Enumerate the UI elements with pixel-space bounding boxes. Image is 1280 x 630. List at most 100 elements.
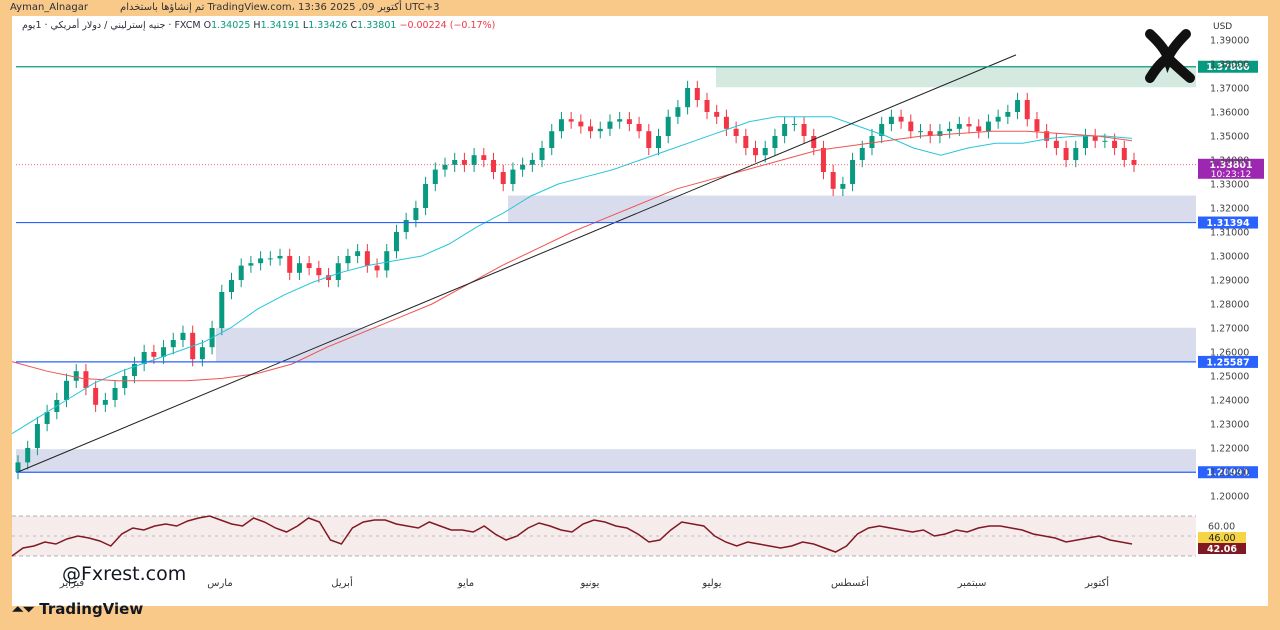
candle-body[interactable] (141, 352, 147, 364)
candle-body[interactable] (452, 160, 458, 165)
candle-body[interactable] (1044, 131, 1050, 141)
candle-body[interactable] (1092, 136, 1098, 141)
candle-body[interactable] (345, 256, 351, 264)
candle-body[interactable] (355, 251, 361, 256)
candle-body[interactable] (888, 116, 894, 124)
candle-body[interactable] (947, 128, 953, 132)
candle-body[interactable] (694, 88, 700, 100)
trendline[interactable] (17, 54, 1017, 473)
symbol-name[interactable]: جنيه إسترليني / دولار أمريكي · 1يوم · FX… (22, 20, 201, 31)
candle-body[interactable] (1063, 148, 1069, 160)
candle-body[interactable] (665, 116, 671, 136)
candle-body[interactable] (1121, 148, 1127, 160)
candle-body[interactable] (908, 121, 914, 132)
candle-body[interactable] (617, 119, 623, 122)
candle-body[interactable] (927, 131, 933, 136)
candle-body[interactable] (985, 121, 991, 132)
candle-body[interactable] (937, 131, 943, 136)
candle-body[interactable] (1034, 119, 1040, 132)
candle-body[interactable] (976, 126, 982, 132)
candle-body[interactable] (568, 119, 574, 122)
candle-body[interactable] (898, 116, 904, 122)
candle-body[interactable] (219, 292, 225, 328)
candle-body[interactable] (180, 332, 186, 340)
candle-body[interactable] (956, 124, 962, 129)
candle-body[interactable] (481, 155, 487, 160)
candle-body[interactable] (772, 136, 778, 148)
candle-body[interactable] (714, 112, 720, 117)
candle-body[interactable] (675, 107, 681, 117)
candle-body[interactable] (335, 263, 341, 280)
candle-body[interactable] (1053, 140, 1059, 148)
candle-body[interactable] (15, 462, 21, 472)
candle-body[interactable] (1073, 148, 1079, 160)
candle-body[interactable] (539, 148, 545, 160)
candle-body[interactable] (859, 148, 865, 160)
candle-body[interactable] (306, 263, 312, 268)
candle-body[interactable] (655, 136, 661, 148)
candle-body[interactable] (423, 184, 429, 208)
candle-body[interactable] (636, 124, 642, 132)
candle-body[interactable] (558, 119, 564, 132)
candle-body[interactable] (403, 220, 409, 232)
currency-label[interactable]: USD (1213, 22, 1233, 32)
candle-body[interactable] (296, 263, 302, 273)
candle-body[interactable] (461, 160, 467, 165)
candle-body[interactable] (995, 116, 1001, 122)
candle-body[interactable] (850, 160, 856, 184)
candle-body[interactable] (413, 208, 419, 220)
candle-body[interactable] (170, 340, 176, 348)
candle-body[interactable] (830, 172, 836, 189)
candle-body[interactable] (1082, 136, 1088, 148)
candle-body[interactable] (1024, 100, 1030, 120)
candle-body[interactable] (151, 352, 157, 357)
candle-body[interactable] (471, 155, 477, 165)
candle-body[interactable] (384, 251, 390, 271)
candle-body[interactable] (131, 364, 137, 376)
candle-body[interactable] (529, 160, 535, 165)
candle-body[interactable] (1102, 140, 1108, 142)
candle-body[interactable] (491, 160, 497, 172)
candle-body[interactable] (267, 258, 273, 260)
candle-body[interactable] (801, 124, 807, 136)
candle-body[interactable] (44, 412, 50, 424)
candle-body[interactable] (228, 280, 234, 292)
candle-body[interactable] (597, 128, 603, 132)
candle-body[interactable] (510, 169, 516, 184)
candle-body[interactable] (918, 131, 924, 133)
candle-body[interactable] (238, 265, 244, 280)
rsi-line[interactable] (11, 515, 1133, 557)
candle-body[interactable] (840, 184, 846, 189)
candle-body[interactable] (879, 124, 885, 136)
candle-body[interactable] (704, 100, 710, 112)
candle-body[interactable] (432, 169, 438, 184)
author-name[interactable]: Ayman_Alnagar (10, 2, 88, 13)
candle-body[interactable] (102, 400, 108, 405)
candle-body[interactable] (258, 258, 264, 264)
candle-body[interactable] (762, 148, 768, 156)
candle-body[interactable] (626, 119, 632, 124)
candle-body[interactable] (1015, 100, 1021, 112)
candle-body[interactable] (820, 148, 826, 172)
candle-body[interactable] (966, 124, 972, 127)
candle-body[interactable] (723, 116, 729, 129)
candle-body[interactable] (791, 124, 797, 125)
candle-body[interactable] (549, 131, 555, 148)
candle-body[interactable] (1112, 140, 1118, 148)
candle-body[interactable] (374, 265, 380, 271)
candle-body[interactable] (753, 148, 759, 156)
candle-body[interactable] (743, 136, 749, 148)
candle-body[interactable] (811, 136, 817, 148)
candle-body[interactable] (277, 256, 283, 259)
candle-body[interactable] (782, 124, 788, 136)
candle-body[interactable] (287, 256, 293, 273)
candle-body[interactable] (161, 347, 167, 357)
candle-body[interactable] (393, 232, 399, 252)
candle-body[interactable] (733, 128, 739, 136)
candle-body[interactable] (520, 164, 526, 170)
candle-body[interactable] (869, 136, 875, 148)
candle-body[interactable] (122, 376, 128, 388)
candle-body[interactable] (442, 164, 448, 170)
candle-body[interactable] (1131, 160, 1137, 165)
